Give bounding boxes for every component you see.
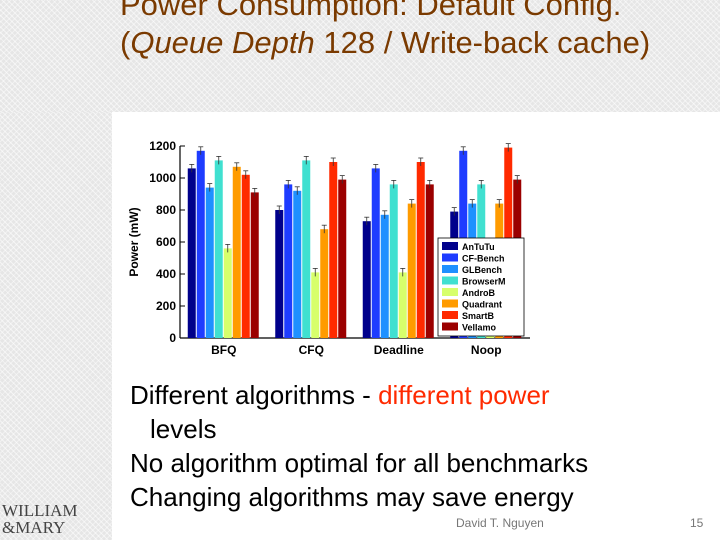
- william-mary-logo: WILLIAM &MARY: [2, 502, 82, 536]
- power-chart: 0 200 400 600 800 1000 1200 Power (mW) BFQ CFQ Dea…: [120, 134, 540, 364]
- bar: [371, 168, 380, 338]
- slide-title: Power Consumption: Default Config. (Queu…: [120, 0, 680, 62]
- legend-swatch: [442, 242, 458, 250]
- y-tick-label: 200: [156, 299, 176, 313]
- y-tick-label: 0: [169, 331, 176, 345]
- bullet-2-text: No algorithm optimal for all benchmarks: [130, 448, 589, 478]
- bullet-1-text-a: Different algorithms -: [130, 380, 379, 410]
- bar: [293, 190, 302, 338]
- bar: [362, 221, 371, 338]
- y-tick-label: 800: [156, 203, 176, 217]
- legend-label: BrowserM: [462, 277, 506, 287]
- legend-label: GLBench: [462, 265, 502, 275]
- bar: [187, 168, 196, 338]
- bar: [425, 184, 434, 338]
- legend-label: AnTuTu: [462, 242, 495, 252]
- legend-label: SmartB: [462, 311, 495, 321]
- bullet-2: No algorithm optimal for all benchmarks: [130, 446, 710, 480]
- y-tick-label: 400: [156, 267, 176, 281]
- bar: [380, 214, 389, 338]
- legend-label: Quadrant: [462, 300, 502, 310]
- bar: [241, 174, 250, 338]
- bar: [250, 192, 259, 338]
- title-line-1: Power Consumption: Default Config.: [120, 0, 622, 22]
- bullet-3: Changing algorithms may save energy: [130, 480, 710, 514]
- bar: [275, 210, 284, 338]
- x-tick-label: CFQ: [299, 343, 324, 357]
- bar: [223, 248, 232, 338]
- bar: [311, 272, 320, 338]
- y-tick-label: 600: [156, 235, 176, 249]
- legend-swatch: [442, 265, 458, 273]
- bullet-list: Different algorithms - different power l…: [130, 378, 710, 514]
- bullet-1-continuation: levels: [150, 414, 217, 444]
- legend-swatch: [442, 276, 458, 285]
- x-tick-label: Deadline: [374, 343, 424, 357]
- y-tick-label: 1000: [149, 171, 176, 185]
- logo-line-2: &MARY: [2, 518, 66, 537]
- legend-label: Vellamo: [462, 323, 497, 333]
- title-paren-open: (: [120, 25, 131, 60]
- footer-author: David T. Nguyen: [456, 516, 544, 530]
- bar: [205, 187, 214, 338]
- y-tick-label: 1200: [149, 139, 176, 153]
- bar: [407, 203, 416, 338]
- bullet-3-text: Changing algorithms may save energy: [130, 482, 574, 512]
- bar: [329, 162, 338, 338]
- legend-swatch: [442, 311, 458, 319]
- chart-svg: 0 200 400 600 800 1000 1200 Power (mW) BFQ CFQ Dea…: [127, 139, 530, 357]
- bar: [320, 229, 329, 338]
- y-axis-label: Power (mW): [127, 207, 141, 276]
- decorative-top-strip: [0, 0, 720, 112]
- page-number: 15: [690, 516, 704, 530]
- bar: [284, 184, 293, 338]
- title-line-2: (Queue Depth 128 / Write-back cache): [120, 24, 680, 62]
- bar: [196, 150, 205, 338]
- bar: [302, 160, 311, 338]
- x-tick-label: BFQ: [211, 343, 236, 357]
- bar: [398, 272, 407, 338]
- bar: [214, 160, 223, 338]
- bullet-1-text-red: different power: [378, 380, 550, 410]
- legend-label: CF-Bench: [462, 254, 505, 264]
- legend-swatch: [442, 299, 458, 308]
- bullet-1: Different algorithms - different power: [130, 378, 710, 412]
- bar: [416, 162, 425, 338]
- bar: [232, 166, 241, 338]
- legend-swatch: [442, 322, 458, 331]
- legend-swatch: [442, 253, 458, 262]
- legend-label: AndroB: [462, 288, 495, 298]
- legend-swatch: [442, 288, 458, 296]
- title-rest: 128 / Write-back cache): [314, 25, 651, 60]
- logo-line-1: WILLIAM: [2, 501, 78, 520]
- bar: [389, 184, 398, 338]
- title-italic: Queue Depth: [130, 25, 315, 60]
- bar: [338, 179, 347, 338]
- x-tick-label: Noop: [471, 343, 502, 357]
